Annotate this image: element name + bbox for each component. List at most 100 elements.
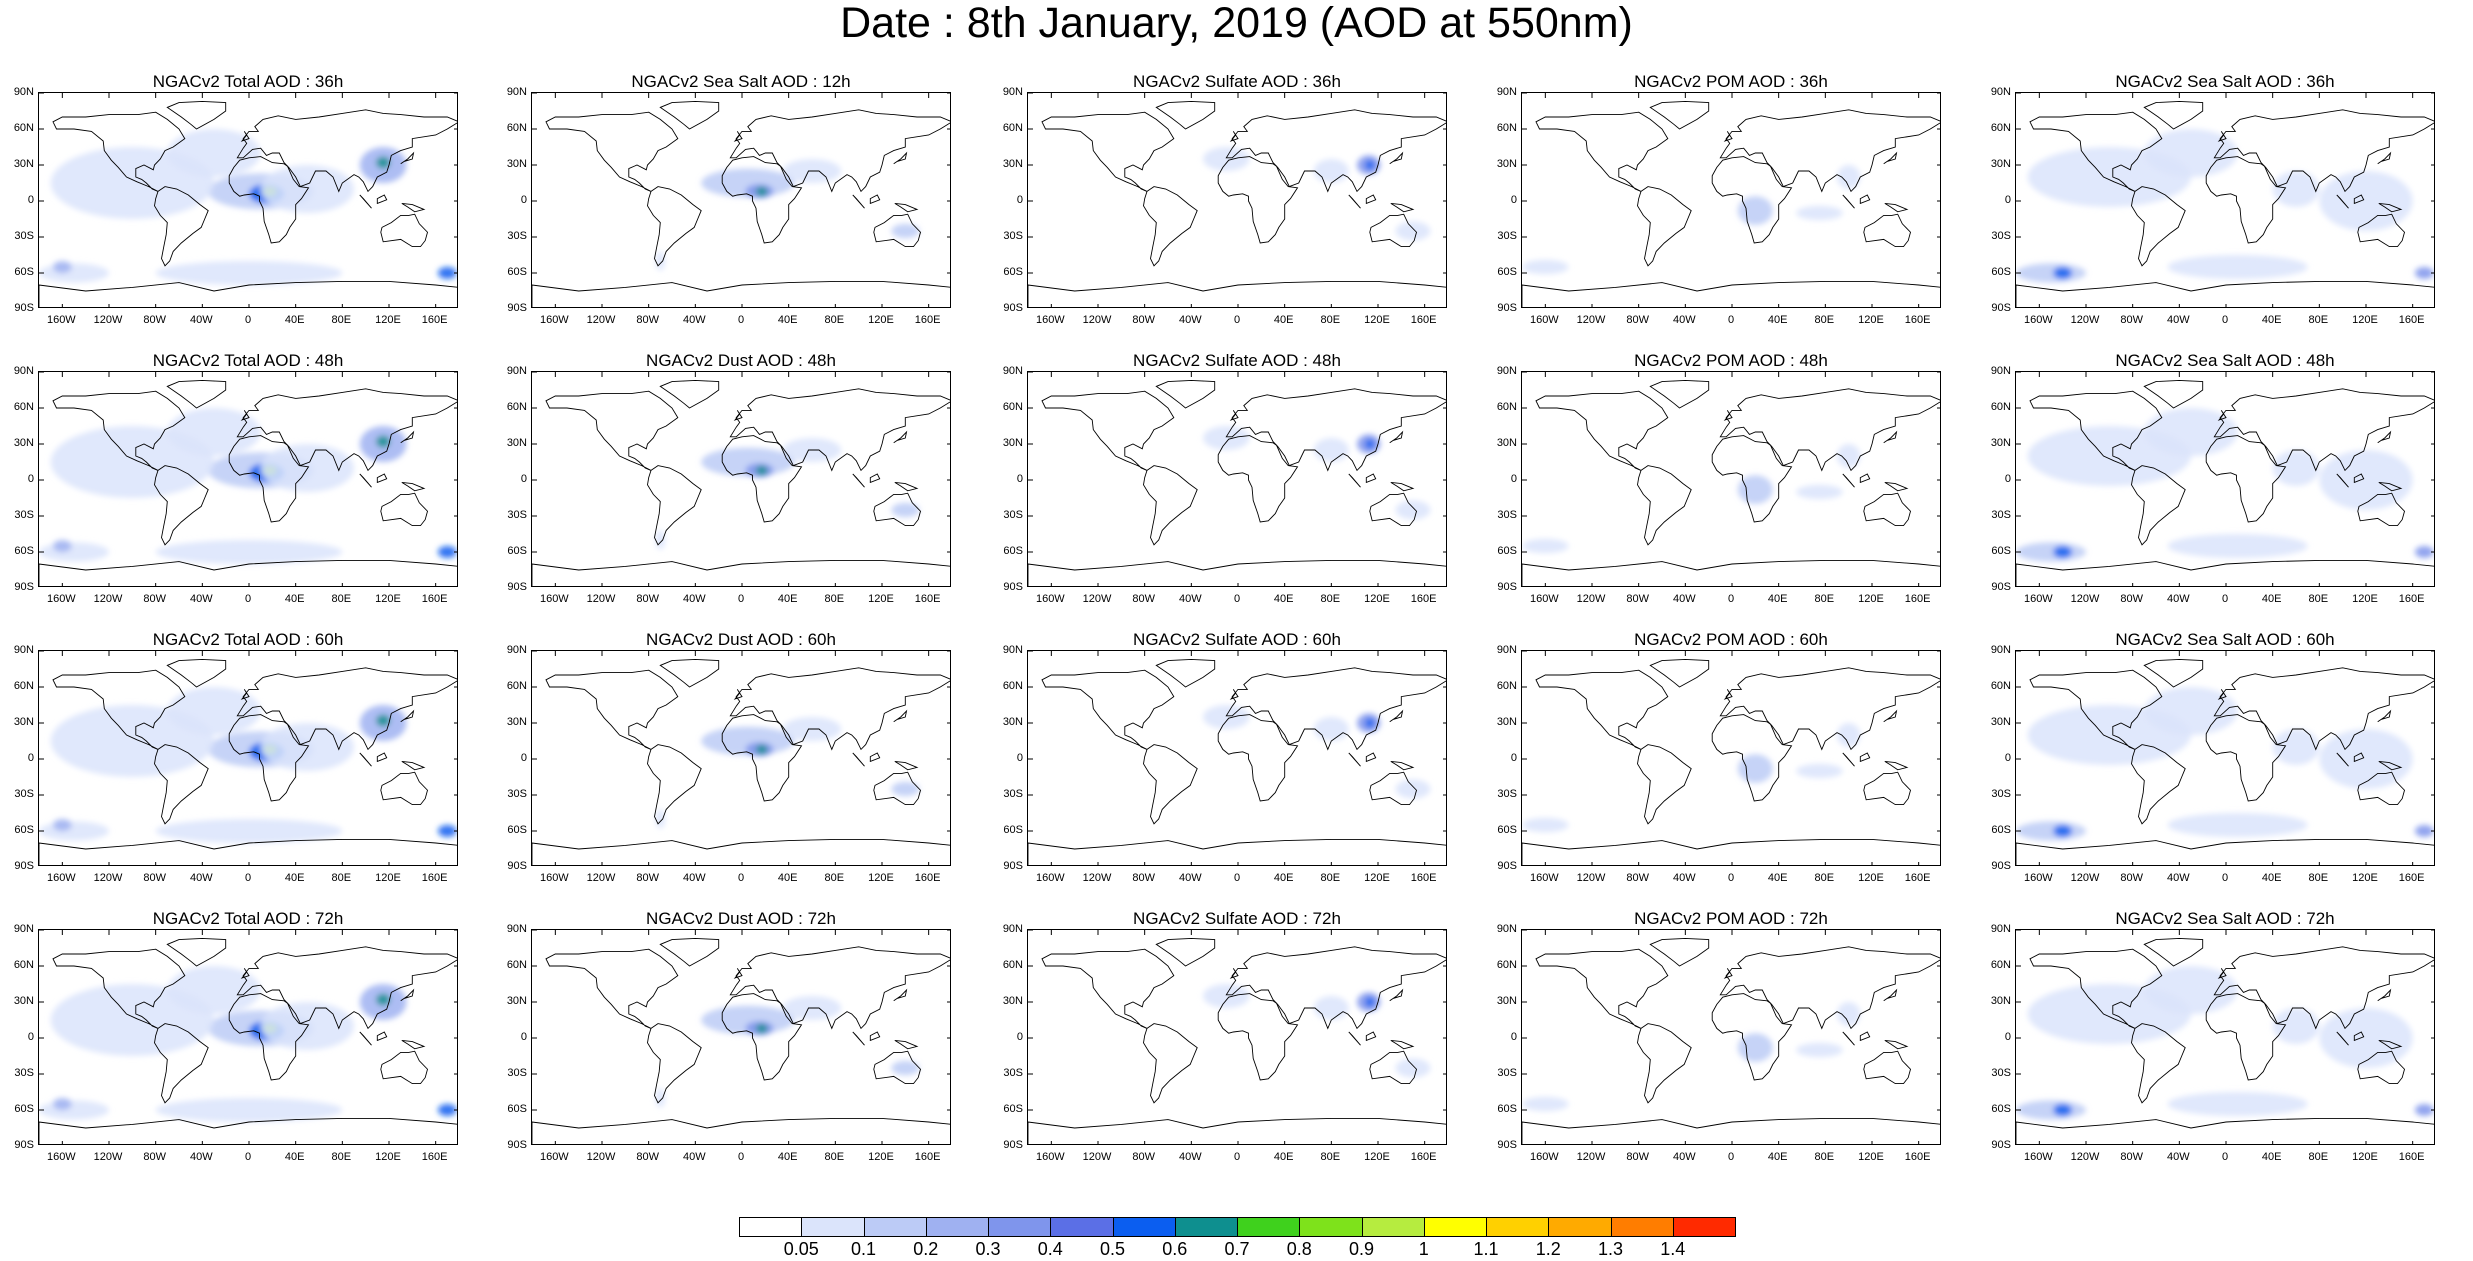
lon-label: 160W (2023, 872, 2053, 884)
panel-title: NGACv2 Sulfate AOD : 48h (1133, 351, 1341, 370)
coastline (1859, 1031, 1871, 1042)
coastline (228, 714, 310, 802)
aod-patch (2144, 687, 2238, 735)
lon-label: 120W (586, 593, 616, 605)
coastline (532, 559, 950, 586)
coastline (893, 151, 908, 165)
lon-label: 120W (1576, 593, 1606, 605)
coastline (852, 1031, 865, 1046)
coastline (52, 111, 186, 192)
coastline (1535, 390, 1669, 471)
map-frame (531, 929, 951, 1145)
aod-patch (1203, 705, 1250, 729)
lat-label: 60N (1990, 680, 2011, 692)
coastline (1522, 838, 1940, 865)
aod-patch (2167, 255, 2308, 279)
lon-label: 120W (1082, 593, 1112, 605)
lat-label: 90S (1497, 1139, 1517, 1151)
lon-label: 40W (1673, 314, 1696, 326)
lon-label: 160W (46, 872, 76, 884)
aod-patch (2167, 534, 2308, 558)
aod-field (1203, 705, 1431, 799)
coastline (1389, 988, 1404, 1002)
colorbar-label: 0.05 (783, 1239, 819, 1259)
lat-label: 30N (13, 158, 34, 170)
coastline (1649, 937, 1710, 967)
lat-label: 60S (1003, 266, 1023, 278)
coastline (2377, 151, 2392, 165)
aod-patch (167, 129, 261, 177)
map-frame (1521, 371, 1941, 587)
lon-label: 160W (46, 314, 76, 326)
colorbar-swatch (1610, 1217, 1674, 1237)
lon-label: 160E (914, 872, 941, 884)
lat-label: 0 (520, 194, 527, 206)
map-panel: NGACv2 Sea Salt AOD : 60h 90N 60N 30N 0 30S 60… (1991, 630, 2435, 884)
lon-label: 120E (868, 314, 894, 326)
coastline (1649, 100, 1710, 130)
coastline (532, 838, 950, 865)
aod-patch (39, 821, 109, 841)
map-panel: NGACv2 Total AOD : 60h 90N 60N 30N 0 30S 60S 90… (14, 630, 458, 884)
lat-label: 30S (1003, 788, 1023, 800)
aod-patch (2319, 729, 2413, 789)
lat-label: 30S (507, 509, 527, 521)
lat-label: 0 (520, 473, 527, 485)
coastline (1143, 1023, 1198, 1104)
colorbar-swatch (1112, 1217, 1176, 1237)
lat-label: 60S (1003, 824, 1023, 836)
coastline (1217, 714, 1299, 802)
coastline (2213, 667, 2434, 751)
lon-label: 120W (2070, 872, 2100, 884)
coastline (359, 194, 372, 209)
aod-colorbar: 0.05 0.1 0.2 0.3 0.4 0.5 0.6 0.7 0.8 0.9 1 1.1 1.2 1.… (739, 1217, 1736, 1261)
lon-label: 120W (93, 314, 123, 326)
lat-label: 90S (507, 302, 527, 314)
coastline (236, 667, 457, 751)
lon-label: 80W (1626, 872, 1649, 884)
lat-label: 90N (1002, 365, 1023, 377)
colorbar-swatch (863, 1217, 927, 1237)
coastline (2205, 156, 2287, 244)
panel-title: NGACv2 POM AOD : 72h (1634, 909, 1828, 928)
lon-label: 160E (421, 872, 448, 884)
lon-label: 120E (1858, 872, 1884, 884)
coastline (1028, 280, 1446, 307)
coastline (1859, 752, 1871, 763)
lon-label: 40W (1673, 872, 1696, 884)
aod-patch (1395, 779, 1431, 799)
aod-patch (2167, 1092, 2308, 1116)
aod-patch (756, 186, 768, 197)
aod-patch (155, 261, 343, 285)
lon-label: 120W (1082, 1151, 1112, 1163)
coastline (2131, 465, 2186, 546)
aod-patch (39, 542, 109, 562)
coastline (2357, 492, 2406, 527)
lat-label: 0 (1016, 1031, 1023, 1043)
coastline (39, 1117, 457, 1144)
lat-label: 60S (1497, 824, 1517, 836)
map-frame (2015, 650, 2435, 866)
aod-patch (50, 147, 214, 219)
lon-label: 160E (914, 593, 941, 605)
map-canvas (532, 651, 950, 865)
coastline (1365, 1031, 1377, 1042)
panel-title: NGACv2 Total AOD : 60h (152, 630, 344, 649)
coastline (1028, 838, 1446, 865)
lon-label: 160E (1410, 1151, 1437, 1163)
lon-label: 80W (143, 314, 166, 326)
lat-label: 90S (1497, 302, 1517, 314)
coastline (2357, 213, 2406, 248)
lat-label: 0 (520, 752, 527, 764)
aod-patch (756, 465, 768, 476)
lon-label: 120W (1082, 314, 1112, 326)
aod-patch (1522, 817, 1569, 833)
lon-label: 0 (2221, 314, 2229, 326)
aod-patch (1796, 763, 1843, 779)
lat-label: 30S (1497, 509, 1517, 521)
coastline (1155, 379, 1216, 409)
colorbar-label: 0.3 (975, 1239, 1001, 1259)
map-frame (1521, 650, 1941, 866)
lon-label: 160W (46, 1151, 76, 1163)
lon-label: 80W (143, 593, 166, 605)
